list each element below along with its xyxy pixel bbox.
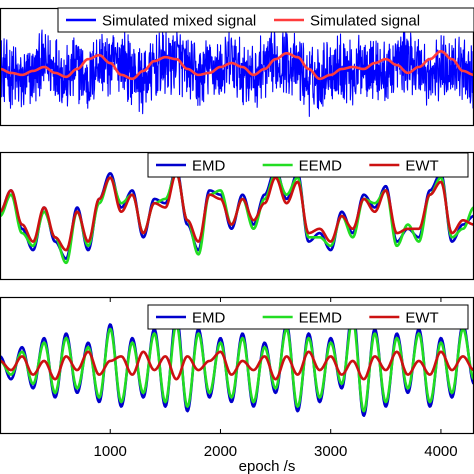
series-line-ewt xyxy=(0,350,474,381)
series-group xyxy=(0,24,474,117)
x-tick-label: 3000 xyxy=(314,443,347,460)
plots-group: Simulated mixed signal Simulated signal EM… xyxy=(0,7,474,474)
legend-box xyxy=(147,304,469,330)
series-group xyxy=(0,167,474,265)
legend-label: EEMD xyxy=(299,310,343,327)
legend: Simulated mixed signal Simulated signal xyxy=(57,7,474,33)
legend: EMD EEMD EWT xyxy=(147,304,469,330)
x-tick-label: 4000 xyxy=(424,443,457,460)
legend-label: EMD xyxy=(192,158,226,175)
legend-label: Simulated signal xyxy=(310,13,420,30)
legend-label: EWT xyxy=(405,310,438,327)
series-group xyxy=(0,309,474,417)
subplot-2: EMD EEMD EWT xyxy=(0,151,474,281)
legend-label: EMD xyxy=(192,310,226,327)
legend-label: Simulated mixed signal xyxy=(102,13,256,30)
legend-label: EWT xyxy=(405,158,438,175)
legend-box xyxy=(147,152,469,178)
series-line-simulated-signal xyxy=(0,49,474,81)
series-line-ewt xyxy=(0,172,474,252)
x-tick-label: 2000 xyxy=(204,443,237,460)
legend-label: EEMD xyxy=(299,158,343,175)
legend-box xyxy=(57,7,474,33)
subplot-3: 1000 2000 3000 4000 epoch /s EMD EEMD EWT xyxy=(0,296,474,474)
subplot-1: Simulated mixed signal Simulated signal xyxy=(0,7,474,127)
series-line-simulated-mixed-signal xyxy=(0,24,474,117)
x-axis-label: epoch /s xyxy=(239,458,296,474)
x-tick-label: 1000 xyxy=(94,443,127,460)
legend: EMD EEMD EWT xyxy=(147,152,469,178)
